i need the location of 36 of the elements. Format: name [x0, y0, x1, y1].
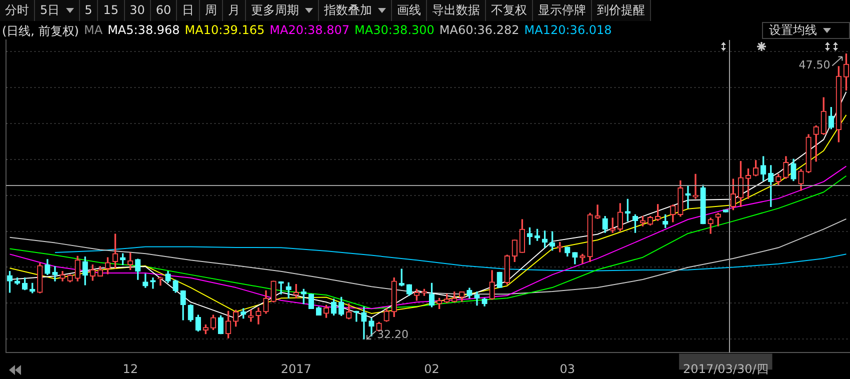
text: 月 [228, 2, 240, 19]
text: 15 [103, 2, 119, 19]
text: 显示停牌 [538, 2, 586, 19]
x-tick-label: 03 [560, 362, 576, 376]
text: 60 [156, 2, 172, 19]
text: MA5:38.968 [108, 23, 180, 39]
x-tick-label: 02 [424, 362, 440, 376]
x-tick-label: 2017 [280, 362, 312, 376]
candlestick [52, 266, 58, 282]
annotation: 47.50 [798, 58, 830, 72]
text: 导出数据 [432, 2, 480, 19]
text: MA10:39.165 [184, 23, 265, 39]
candlestick [685, 185, 691, 209]
text: 更多周期 [251, 2, 300, 19]
text: MA [84, 23, 103, 39]
text: 设置均线 [769, 22, 817, 39]
text: MA30:38.300 [354, 23, 434, 39]
text: 画线 [397, 2, 422, 19]
x-tick-label: 12 [122, 362, 138, 376]
text: 不复权 [491, 2, 528, 19]
text: 日 [182, 2, 194, 19]
candlestick [278, 281, 284, 294]
text: MA60:36.282 [439, 23, 520, 39]
text: 指数叠加 [324, 2, 372, 19]
text: 5 [84, 2, 92, 19]
text: 到价提醒 [597, 2, 646, 19]
text: 周 [205, 2, 218, 19]
annotation: 32.20 [376, 328, 408, 341]
text: MA120:36.018 [524, 23, 612, 39]
text: 分时 [5, 2, 29, 19]
x-tick-label: 2017/03/30/四 [683, 362, 768, 376]
candlestick [594, 204, 600, 219]
text: 5日 [40, 2, 60, 19]
text: MA20:38.807 [270, 23, 350, 39]
text: 30 [130, 2, 145, 19]
text: (日线, 前复权) [2, 23, 79, 40]
